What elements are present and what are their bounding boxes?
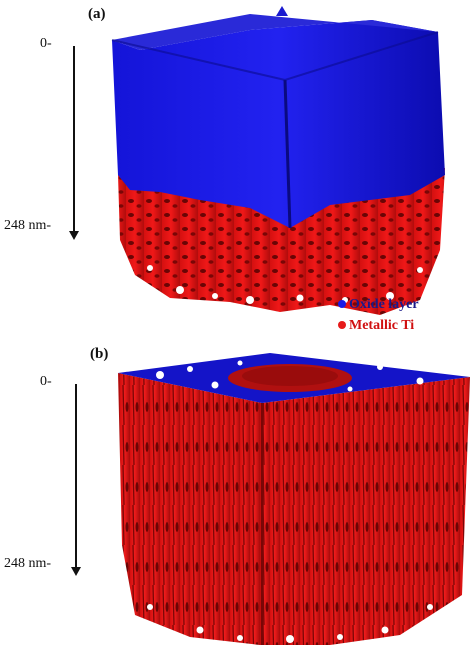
legend-item-oxide: Oxide layer	[338, 297, 419, 313]
legend-item-metallic: Metallic Ti	[338, 318, 414, 334]
panel-a-depth-axis	[73, 46, 75, 232]
panel-a-metallic-region	[118, 168, 445, 315]
panel-b-depth-top: 0-	[40, 374, 52, 389]
panel-a-3d-render	[111, 6, 445, 315]
panel-b-depth-bottom: 248 nm-	[4, 556, 52, 571]
legend-label-metallic: Metallic Ti	[349, 318, 415, 333]
panel-b-label: (b)	[90, 346, 109, 362]
panel-a-depth-arrowhead	[69, 231, 79, 240]
legend-dot-metallic	[338, 320, 346, 329]
panel-a-depth-bottom: 248 nm-	[4, 218, 52, 233]
panel-a-label: (a)	[88, 6, 106, 22]
panel-a-oxide-region	[112, 20, 445, 228]
panel-b-3d-render	[118, 353, 470, 645]
panel-a-depth-top: 0-	[40, 36, 52, 51]
panel-b-depth-axis	[75, 384, 77, 568]
legend-label-oxide: Oxide layer	[349, 297, 419, 312]
panel-b-depth-arrowhead	[71, 567, 81, 576]
panel-b-metallic-region	[118, 373, 470, 645]
legend-dot-oxide	[338, 299, 346, 308]
